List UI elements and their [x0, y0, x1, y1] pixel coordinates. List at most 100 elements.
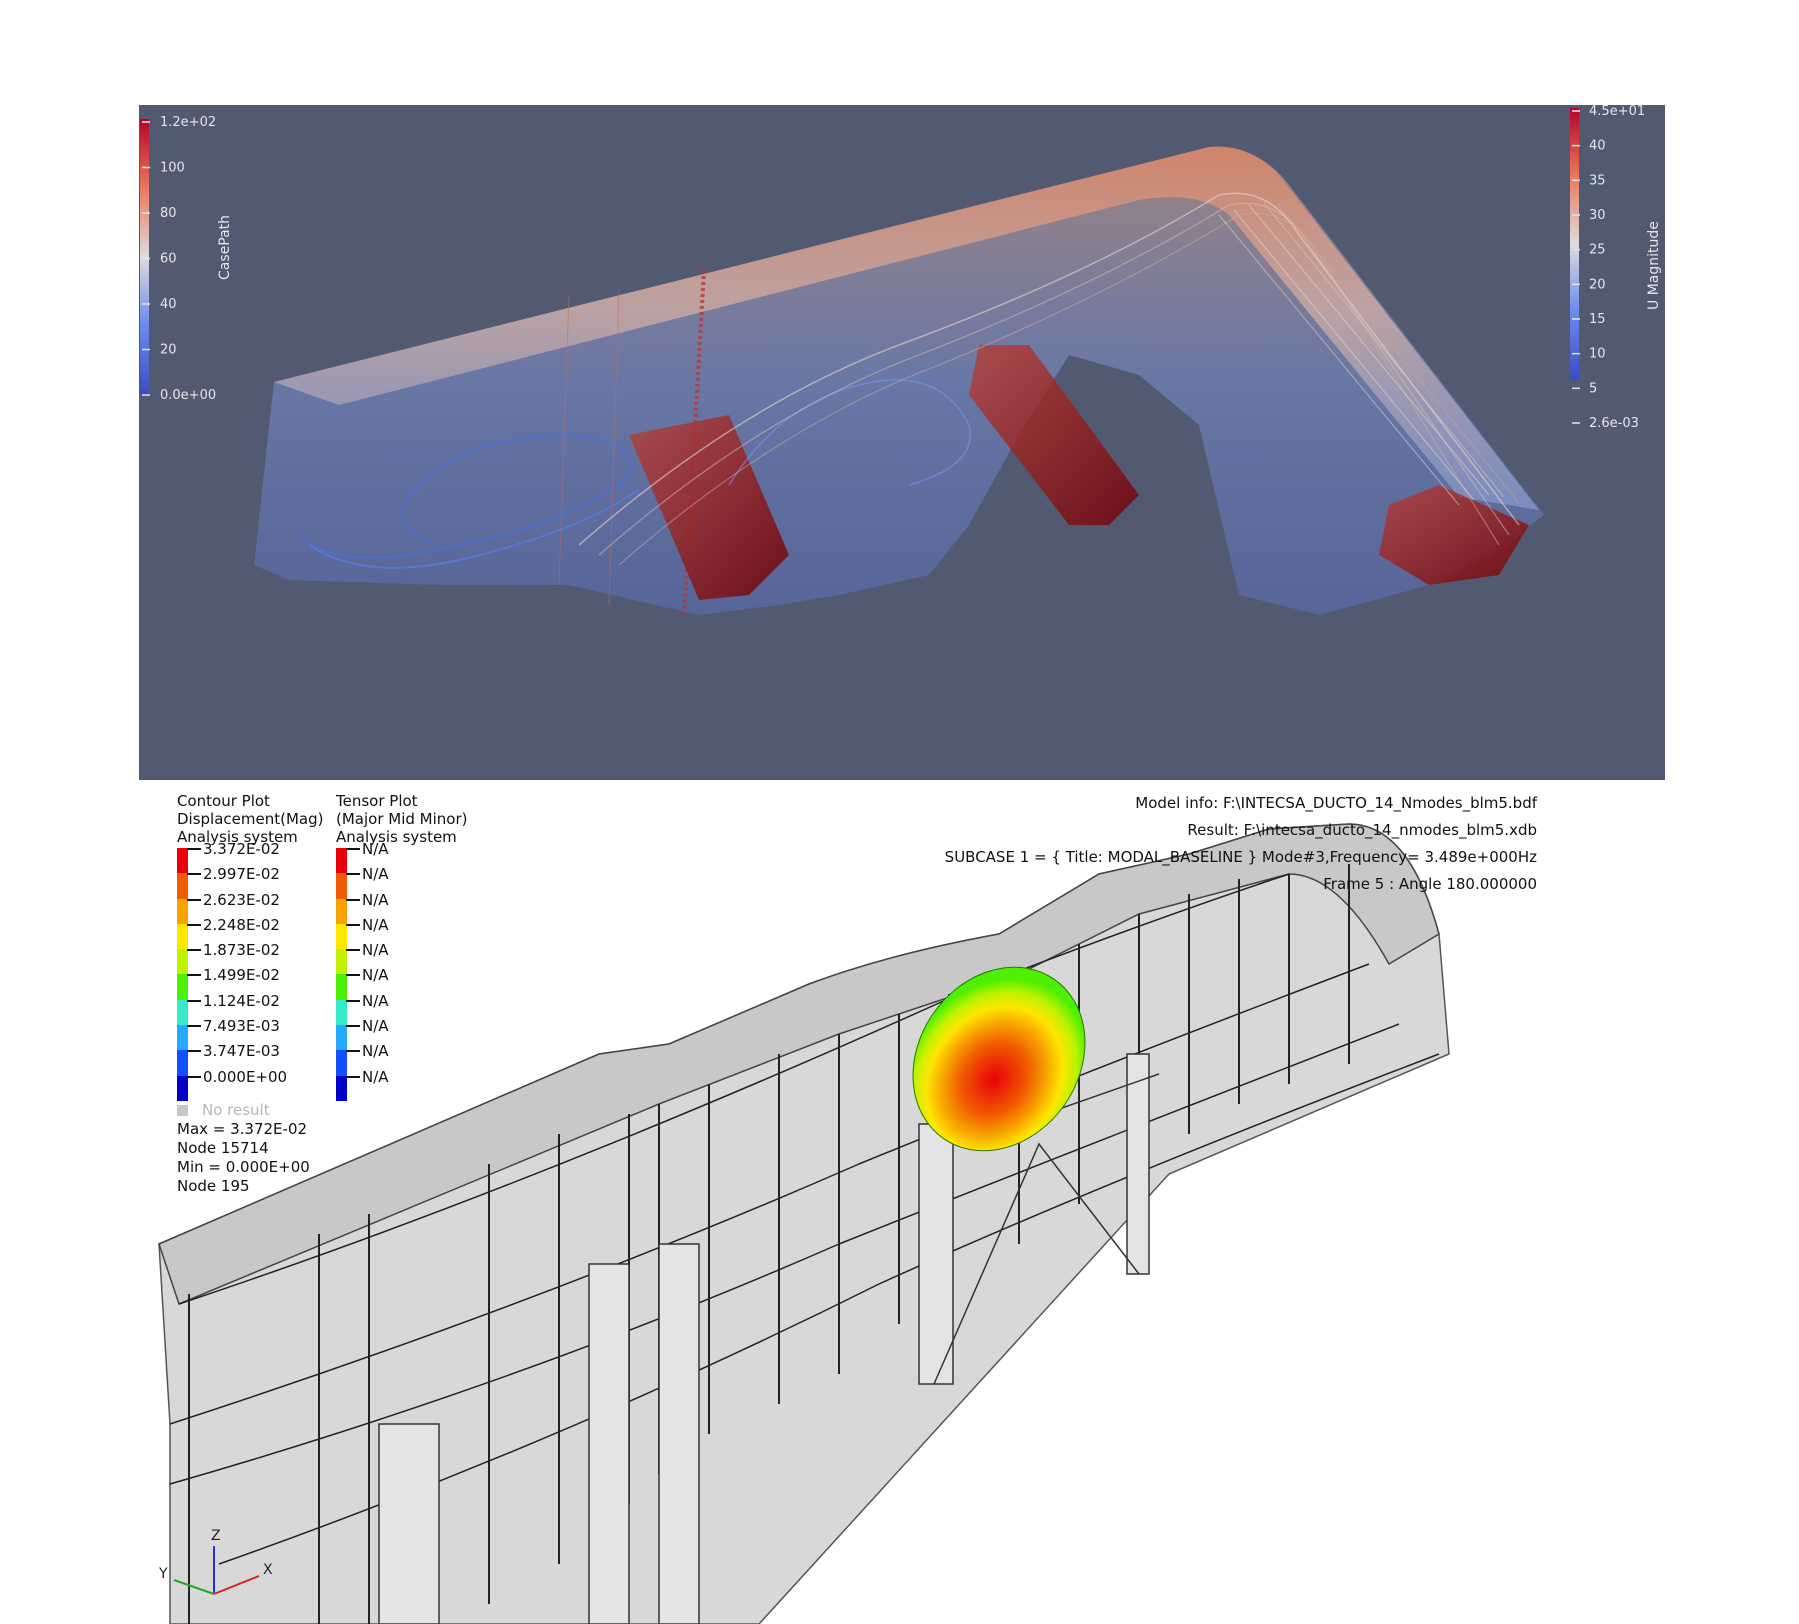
tensor-legend-tick — [346, 923, 360, 926]
contour-legend-tick — [187, 949, 201, 952]
tensor-legend-value: N/A — [362, 890, 389, 909]
tensor-legend-swatch — [336, 1075, 347, 1101]
contour-legend-value: 2.623E-02 — [203, 890, 280, 909]
left-colorbar-tick-label: 40 — [160, 297, 177, 312]
contour-legend-row: 1.499E-02 — [177, 966, 323, 1000]
contour-legend: Contour Plot Displacement(Mag) Analysis … — [177, 792, 323, 1196]
contour-legend-value: 3.747E-03 — [203, 1042, 280, 1061]
coordinate-triad: Z X Y — [158, 1528, 273, 1595]
contour-legend-row: 2.623E-02 — [177, 891, 323, 924]
tensor-legend-swatch — [336, 1025, 347, 1051]
tensor-legend-tick — [346, 1025, 360, 1028]
left-colorbar-tick-label: 0.0e+00 — [160, 388, 216, 403]
min-value: Min = 0.000E+00 — [177, 1157, 310, 1176]
tensor-legend-value: N/A — [362, 1017, 389, 1036]
left-colorbar-tick-label: 100 — [160, 161, 185, 176]
contour-legend-row: 2.997E-02 — [177, 865, 323, 899]
tensor-legend-row: N/A — [336, 966, 467, 1000]
vortex-streamline — [728, 379, 971, 486]
cfd-viewport[interactable]: 1.2e+02 100 80 60 40 20 0.0e+00 CasePath 4.5e+… — [139, 105, 1665, 780]
right-colorbar-tick-label: 5 — [1589, 381, 1597, 396]
tensor-legend-swatch — [336, 974, 347, 1000]
contour-legend-swatch — [177, 949, 188, 975]
no-result-swatch — [177, 1104, 188, 1116]
tensor-legend-value: N/A — [362, 1042, 389, 1061]
triad-y-axis — [173, 1579, 215, 1595]
support-leg — [1126, 1053, 1150, 1275]
contour-legend-system: Analysis system — [177, 828, 298, 846]
tensor-legend-scale: N/A N/A N/A N/A N/A N/A N/A N/A N/A N/A — [336, 840, 467, 1101]
right-colorbar-tick-label: 35 — [1589, 173, 1606, 188]
streamlines — [298, 192, 1520, 569]
right-colorbar-tick-label: 2.6e-03 — [1589, 416, 1639, 431]
contour-legend-value: 0.000E+00 — [203, 1067, 288, 1086]
support-legs — [378, 1053, 1160, 1624]
bend-streamline — [1248, 204, 1490, 496]
max-value: Max = 3.372E-02 — [177, 1119, 308, 1138]
duct-mesh — [158, 823, 1450, 1624]
tensor-legend-tick — [346, 974, 360, 977]
tensor-legend-row: N/A — [336, 916, 467, 950]
tensor-legend-row: N/A — [336, 1042, 467, 1076]
left-colorbar-tick-label: 80 — [160, 206, 177, 221]
contour-legend-value: 7.493E-03 — [203, 1017, 280, 1036]
right-colorbar-tick-label: 20 — [1589, 277, 1606, 292]
model-info-file: Model info: F:\INTECSA_DUCTO_14_Nmodes_b… — [1135, 794, 1537, 812]
contour-legend-tick — [187, 1025, 201, 1028]
contour-legend-swatch — [177, 999, 188, 1026]
cfd-scene: 1.2e+02 100 80 60 40 20 0.0e+00 CasePath 4.5e+… — [140, 105, 1662, 616]
bend-streamline — [1263, 202, 1505, 498]
support-leg — [918, 1123, 954, 1385]
tensor-legend-tick — [346, 999, 360, 1002]
tensor-legend-system: Analysis system — [336, 828, 457, 846]
contour-legend-swatch — [177, 1025, 188, 1051]
subcase-info: SUBCASE 1 = { Title: MODAL_BASELINE } Mo… — [944, 848, 1537, 866]
right-colorbar: 4.5e+01 40 35 30 25 20 15 10 5 2.6e-03 U Magnitud… — [1570, 105, 1662, 431]
right-colorbar-tick-label: 10 — [1589, 347, 1606, 362]
bend-streamline — [1233, 209, 1475, 501]
duct-top-face — [158, 823, 1440, 1306]
tensor-legend-value: N/A — [362, 966, 389, 985]
tensor-legend-value: N/A — [362, 1067, 389, 1086]
contour-legend-value: 1.499E-02 — [203, 966, 280, 985]
contour-legend-tick — [187, 848, 201, 850]
duct-seam — [608, 289, 620, 606]
contour-legend-value: 1.873E-02 — [203, 941, 280, 960]
right-colorbar-tick-label: 25 — [1589, 243, 1606, 258]
left-colorbar-tick-label: 1.2e+02 — [160, 115, 216, 130]
tensor-legend-tick — [346, 1075, 360, 1078]
tensor-legend-value: N/A — [362, 865, 389, 884]
contour-legend-row: 0.000E+00 — [177, 1068, 323, 1101]
contour-legend-row: 1.124E-02 — [177, 992, 323, 1026]
contour-legend-swatch — [177, 1050, 188, 1076]
contour-legend-tick — [187, 923, 201, 926]
triad-x-label: X — [263, 1562, 273, 1578]
fea-scene: Z X Y — [158, 823, 1450, 1624]
tensor-legend-value: N/A — [362, 915, 389, 934]
contour-legend-value: 3.372E-02 — [203, 840, 280, 858]
tensor-legend-swatch — [336, 999, 347, 1026]
contour-legend-swatch — [177, 974, 188, 1000]
tensor-legend-row: N/A — [336, 941, 467, 975]
left-colorbar-tick-label: 60 — [160, 252, 177, 267]
contour-legend-subtitle: Displacement(Mag) — [177, 810, 324, 828]
fea-viewport[interactable]: Z X Y Contour Plot Displacement(Mag) Ana… — [139, 784, 1665, 1624]
left-colorbar-gradient — [140, 119, 149, 394]
contour-legend-value: 1.124E-02 — [203, 991, 280, 1010]
right-colorbar-tick-label: 40 — [1589, 139, 1606, 154]
vortex-streamline — [298, 433, 633, 559]
contour-legend-row: 3.372E-02 — [177, 840, 323, 874]
main-streamline — [578, 192, 1520, 546]
tensor-legend-tick — [346, 848, 360, 850]
right-colorbar-title: U Magnitude — [1646, 221, 1662, 310]
contour-legend-row: 3.747E-03 — [177, 1042, 323, 1076]
tensor-legend-tick — [346, 873, 360, 876]
left-colorbar: 1.2e+02 100 80 60 40 20 0.0e+00 CasePath — [140, 115, 233, 403]
tensor-legend-swatch — [336, 949, 347, 975]
tensor-legend-row: N/A — [336, 865, 467, 899]
triad-y-label: Y — [158, 1566, 168, 1582]
contour-legend-tick — [187, 1050, 201, 1053]
contour-legend-swatch — [177, 848, 188, 874]
tensor-legend-row: N/A — [336, 992, 467, 1026]
right-colorbar-tick-label: 30 — [1589, 208, 1606, 223]
